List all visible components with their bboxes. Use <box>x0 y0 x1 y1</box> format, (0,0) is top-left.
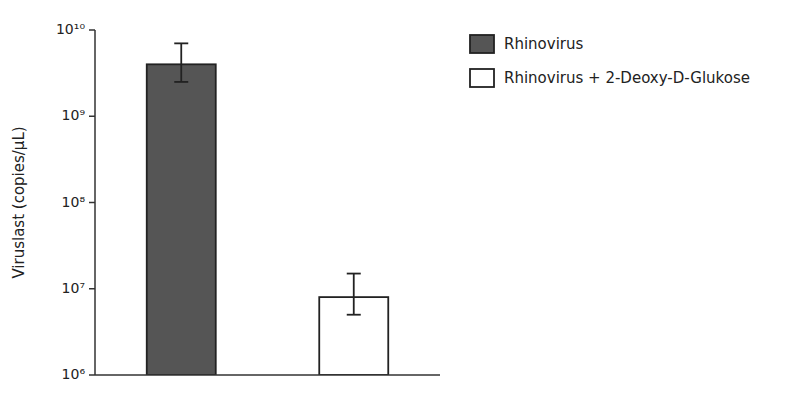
y-tick-label: 10⁹ <box>62 107 86 123</box>
error-cap <box>347 273 361 275</box>
y-tick-label: 10⁶ <box>62 366 86 382</box>
y-tick <box>89 29 95 31</box>
y-tick-label: 10¹⁰ <box>56 21 85 37</box>
y-tick <box>89 288 95 290</box>
error-line <box>353 274 355 315</box>
x-axis <box>95 374 440 376</box>
bar <box>147 64 216 375</box>
error-bar <box>347 274 361 315</box>
error-bar <box>174 43 188 82</box>
legend-label: Rhinovirus + 2-Deoxy-D-Glukose <box>504 69 750 87</box>
error-cap <box>174 42 188 44</box>
legend-swatch <box>470 35 494 53</box>
y-tick <box>89 374 95 376</box>
y-tick <box>89 202 95 204</box>
legend-label: Rhinovirus <box>504 35 583 53</box>
error-line <box>180 43 182 82</box>
y-tick-label: 10⁸ <box>62 194 86 210</box>
y-tick <box>89 116 95 118</box>
legend-swatch <box>470 69 494 87</box>
chart: 10⁶ 10⁷ 10⁸ 10⁹ 10¹⁰ Viruslast (copies/μL) Rhi… <box>0 0 800 413</box>
y-axis-label: Viruslast (copies/μL) <box>10 126 28 278</box>
plot-area <box>147 43 389 375</box>
y-tick-label: 10⁷ <box>62 280 85 296</box>
y-axis <box>94 30 96 375</box>
error-cap <box>347 314 361 316</box>
error-cap <box>174 81 188 83</box>
legend: Rhinovirus Rhinovirus + 2-Deoxy-D-Glukose <box>470 35 750 88</box>
